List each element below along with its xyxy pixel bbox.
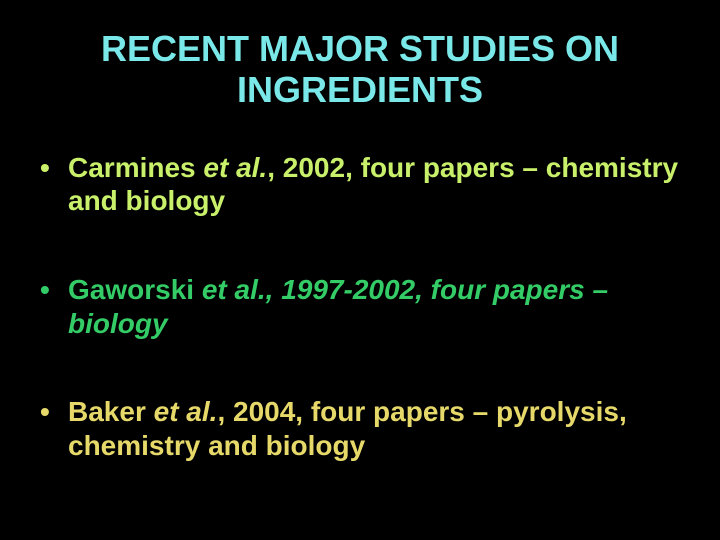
bullet-lead: Baker — [68, 396, 154, 427]
bullet-lead: Carmines — [68, 152, 203, 183]
bullet-item-2: Gaworski et al., 1997-2002, four papers … — [40, 273, 680, 340]
bullet-lead: Gaworski — [68, 274, 202, 305]
bullet-item-3: Baker et al., 2004, four papers – pyroly… — [40, 395, 680, 462]
slide-title: RECENT MAJOR STUDIES ON INGREDIENTS — [40, 28, 680, 111]
bullet-italic: et al. — [203, 152, 267, 183]
bullet-list: Carmines et al., 2002, four papers – che… — [40, 151, 680, 463]
bullet-item-1: Carmines et al., 2002, four papers – che… — [40, 151, 680, 218]
bullet-italic: et al. — [154, 396, 218, 427]
